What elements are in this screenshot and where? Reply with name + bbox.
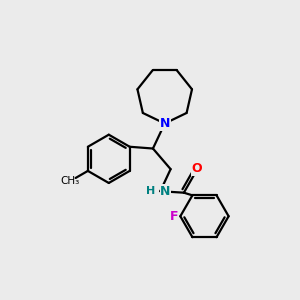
Text: CH₃: CH₃ [60,176,80,186]
Text: H: H [146,186,155,196]
Text: O: O [192,162,203,175]
Text: F: F [169,210,178,223]
Text: N: N [160,117,170,130]
Text: N: N [160,185,171,198]
